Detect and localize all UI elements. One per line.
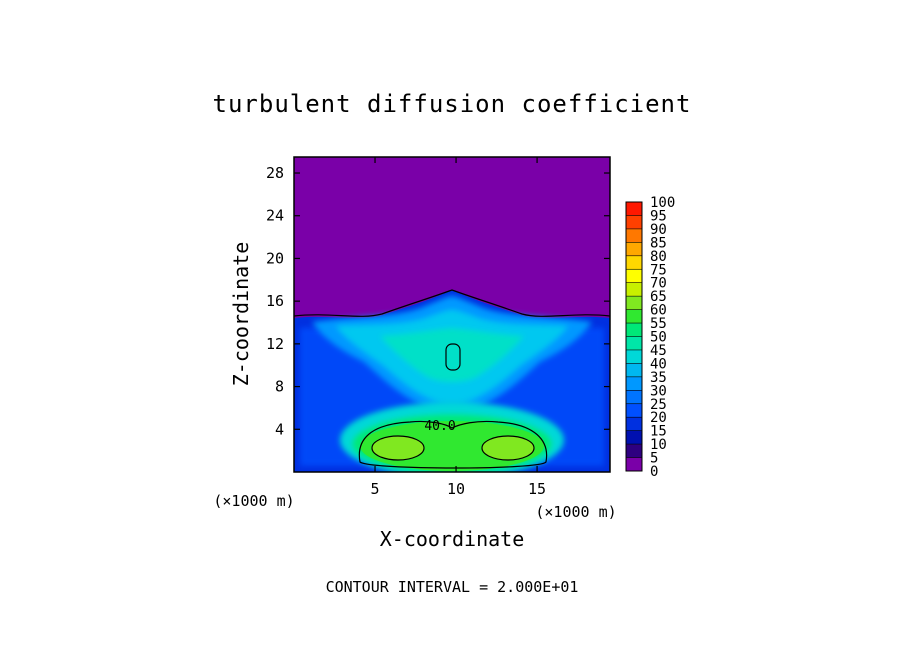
- contour-line-right-max: [481, 435, 535, 461]
- colorbar-swatch: [626, 403, 642, 418]
- contour-line-left-max: [371, 435, 425, 461]
- colorbar-swatch: [626, 444, 642, 458]
- y-tick-label: 20: [266, 249, 284, 267]
- plot-frame: [293, 156, 611, 473]
- colorbar-label: 65: [650, 289, 667, 305]
- y-tick-label: 16: [266, 292, 284, 310]
- colorbar-swatch: [626, 336, 642, 350]
- colorbar-swatch: [626, 296, 642, 310]
- y-axis-label: Z-coordinate: [229, 242, 253, 387]
- contour-interval-text: CONTOUR INTERVAL = 2.000E+01: [326, 578, 579, 596]
- colorbar-swatch: [626, 242, 642, 256]
- colorbar-label: 100: [650, 195, 675, 211]
- colorbar-label: 25: [650, 397, 667, 413]
- colorbar-label: 40: [650, 356, 667, 372]
- colorbar-swatch: [626, 430, 642, 445]
- colorbar-label: 35: [650, 370, 667, 386]
- colorbar-swatch: [626, 457, 642, 471]
- colorbar-label: 60: [650, 303, 667, 319]
- x-tick-label: 10: [447, 480, 465, 498]
- colorbar-label: 5: [650, 451, 658, 467]
- contour-line-center-column: [445, 343, 461, 371]
- colorbar-swatch: [626, 269, 642, 283]
- colorbar-label: 30: [650, 383, 667, 399]
- colorbar-swatch: [626, 282, 642, 297]
- x-axis-ticks: 5 10 15: [371, 157, 546, 498]
- y-axis-ticks: 4 8 12 16 20 24 28: [266, 164, 610, 438]
- right-core-max: [482, 436, 534, 460]
- colorbar-label: 85: [650, 235, 667, 251]
- contour-field: [294, 157, 610, 472]
- x-axis-label: X-coordinate: [380, 527, 525, 551]
- contour-label: 40.0: [424, 419, 455, 434]
- colorbar-label: 0: [650, 464, 658, 480]
- colorbar-swatch: [626, 309, 642, 324]
- colorbar-swatch: [626, 363, 642, 377]
- colorbar: 0510152025303540455055606570758085909510…: [625, 195, 675, 480]
- colorbar-swatch: [626, 376, 642, 391]
- contour-line-core: [358, 420, 548, 469]
- colorbar-label: 10: [650, 437, 667, 453]
- x-unit-label: (×1000 m): [535, 503, 616, 521]
- upper-plume-core: [380, 328, 524, 382]
- x-tick-label: 5: [371, 480, 380, 498]
- y-tick-label: 12: [266, 335, 284, 353]
- x-tick-label: 15: [528, 480, 546, 498]
- colorbar-label: 95: [650, 208, 667, 224]
- colorbar-label: 45: [650, 343, 667, 359]
- colorbar-swatch: [626, 390, 642, 404]
- y-tick-label: 24: [266, 207, 284, 225]
- colorbar-label: 55: [650, 316, 667, 332]
- colorbar-label: 15: [650, 424, 667, 440]
- y-tick-label: 8: [275, 378, 284, 396]
- colorbar-swatch: [626, 349, 642, 364]
- colorbar-label: 80: [650, 249, 667, 265]
- chart-title: turbulent diffusion coefficient: [213, 90, 692, 118]
- colorbar-label: 75: [650, 262, 667, 278]
- colorbar-label: 90: [650, 222, 667, 238]
- colorbar-label: 50: [650, 330, 667, 346]
- y-tick-label: 4: [275, 420, 284, 438]
- colorbar-swatch: [626, 417, 642, 431]
- colorbar-swatch: [626, 215, 642, 229]
- z-unit-label: (×1000 m): [213, 492, 294, 510]
- colorbar-label: 20: [650, 410, 667, 426]
- colorbar-swatch: [626, 228, 642, 243]
- colorbar-label: 70: [650, 276, 667, 292]
- y-tick-label: 28: [266, 164, 284, 182]
- colorbar-swatch: [626, 255, 642, 270]
- colorbar-swatch: [626, 202, 642, 216]
- left-core-max: [372, 436, 424, 460]
- colorbar-swatch: [626, 323, 642, 337]
- contour-line-plume-top: [294, 289, 610, 317]
